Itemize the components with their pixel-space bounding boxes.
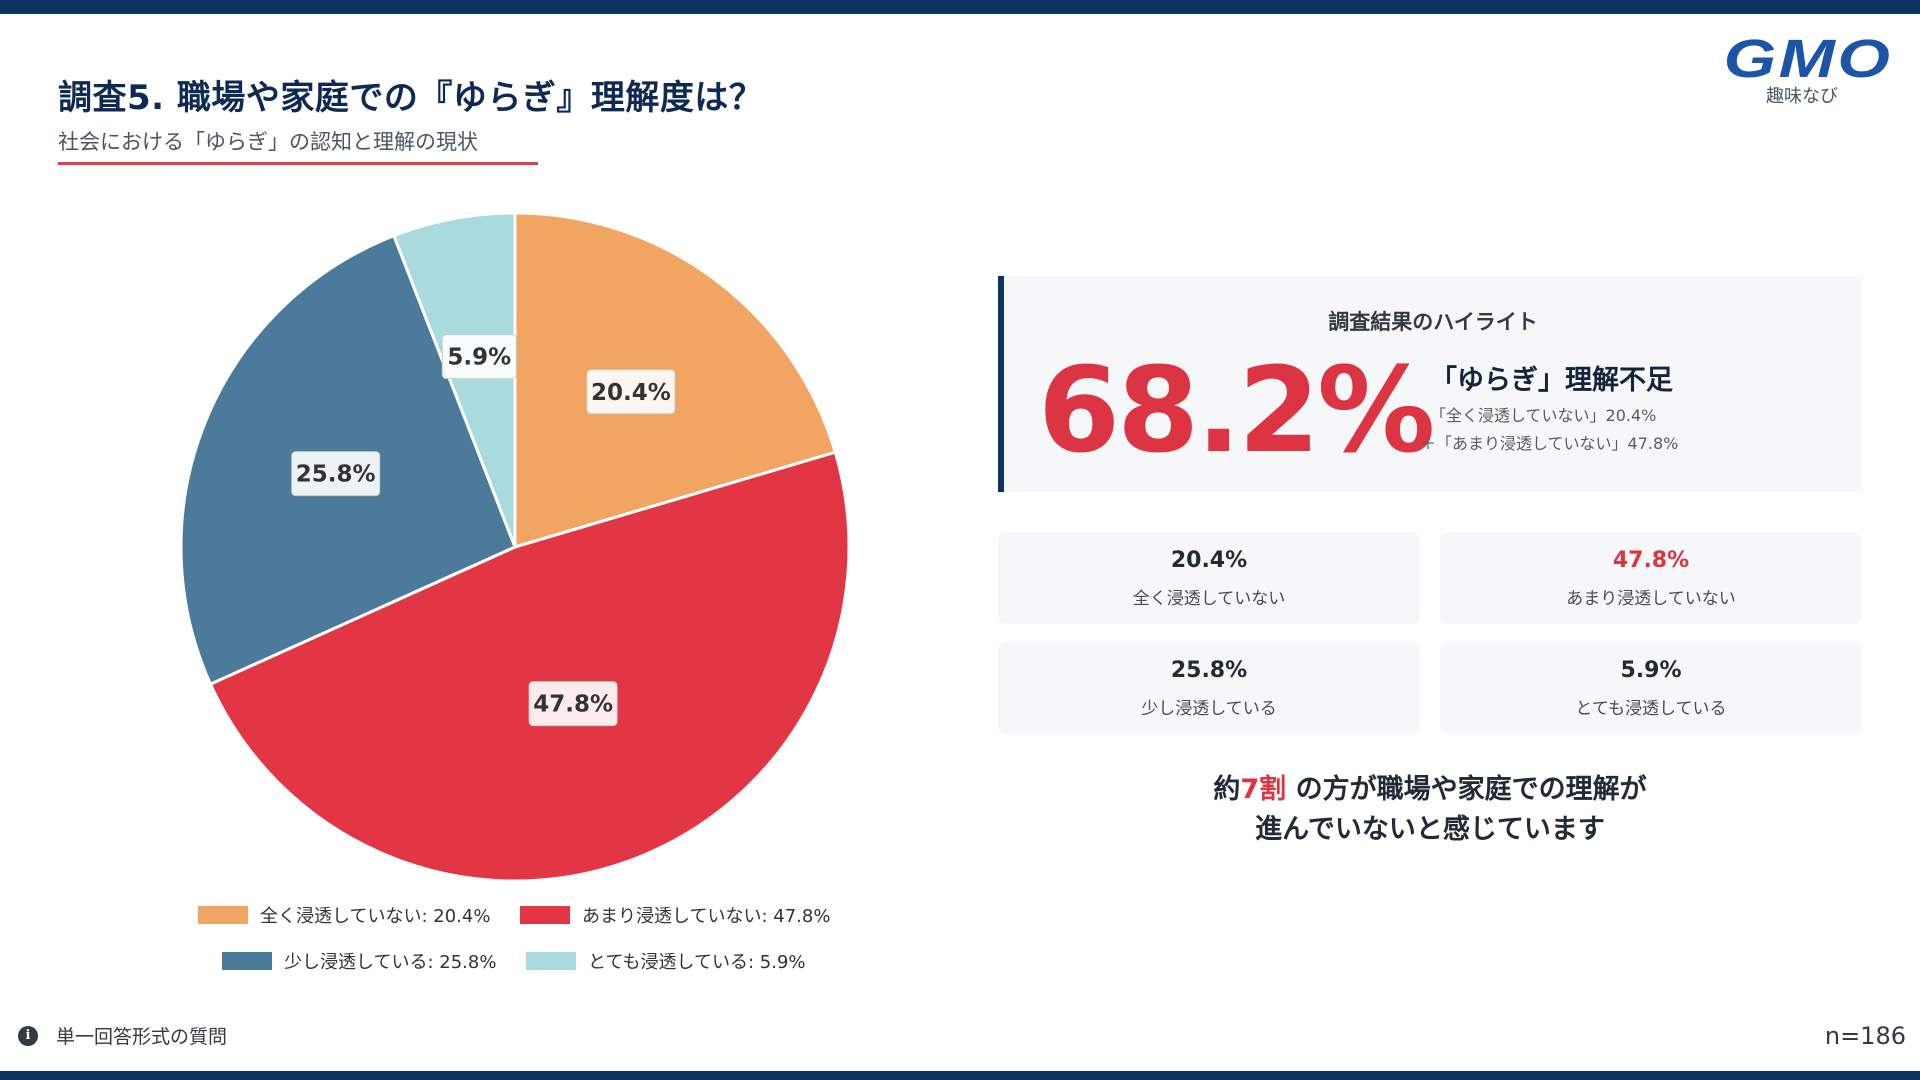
slice-label-text: 47.8%: [533, 692, 613, 718]
legend-label: とても浸透している: 5.9%: [588, 952, 806, 973]
conclusion-line-1-rest: の方が職場や家庭での理解が: [1286, 774, 1647, 805]
legend-swatch: [198, 906, 248, 924]
slice-label-box: [586, 369, 676, 415]
highlight-breakdown-2: ＋「あまり浸透していない」47.8%: [1420, 434, 1679, 453]
stat-card-a-little: 25.8% 少し浸透している: [998, 642, 1420, 734]
stat-value: 47.8%: [1612, 548, 1690, 573]
highlight-side-title: 「ゆらぎ」理解不足: [1430, 365, 1673, 396]
stat-label: あまり浸透していない: [1566, 589, 1736, 609]
slice-label-text: 5.9%: [447, 345, 511, 371]
legend-item-not-much: あまり浸透していない: 47.8%: [520, 900, 830, 930]
legend-swatch: [222, 952, 272, 970]
stat-card-very-much: 5.9% とても浸透している: [1440, 642, 1862, 734]
stat-label: 全く浸透していない: [1132, 589, 1286, 609]
legend-label: 少し浸透している: 25.8%: [284, 952, 497, 973]
legend-swatch: [520, 906, 570, 924]
stat-label: とても浸透している: [1575, 699, 1727, 719]
conclusion-prefix: 約: [1213, 774, 1241, 805]
slice-label-box: [441, 334, 517, 380]
conclusion-line-2: 進んでいないと感じています: [1255, 814, 1605, 845]
highlight-panel: 調査結果のハイライト 68.2% 「ゆらぎ」理解不足 「全く浸透していない」20…: [998, 276, 1862, 492]
stat-value: 25.8%: [1170, 658, 1248, 683]
slice-label-box: [528, 681, 618, 727]
logo-subtitle: 趣味なび: [1766, 86, 1838, 107]
slice-data-label: 5.9%: [441, 334, 517, 380]
logo-mark: GMO: [1723, 29, 1893, 89]
pie-slice-not-much: [208, 450, 851, 883]
slice-data-label: 25.8%: [291, 451, 381, 497]
stat-card-not-much: 47.8% あまり浸透していない: [1440, 532, 1862, 624]
conclusion-text: 約7割 の方が職場や家庭での理解が 進んでいないと感じています: [998, 770, 1862, 850]
legend-item-not-at-all: 全く浸透していない: 20.4%: [198, 900, 490, 930]
slice-label-text: 25.8%: [296, 462, 376, 488]
legend-label: あまり浸透していない: 47.8%: [582, 906, 831, 927]
highlight-breakdown-1: 「全く浸透していない」20.4%: [1430, 406, 1657, 425]
stat-value: 20.4%: [1170, 548, 1248, 573]
legend-swatch: [526, 952, 576, 970]
stat-value: 5.9%: [1620, 658, 1682, 683]
highlight-big-value: 68.2%: [1038, 341, 1435, 479]
sample-size: n=186: [1824, 1022, 1906, 1050]
footnote-text: 単一回答形式の質問: [56, 1026, 228, 1048]
top-accent-bar: [0, 0, 1920, 14]
chart-legend: 全く浸透していない: 20.4% あまり浸透していない: 47.8% 少し浸透し…: [170, 900, 870, 990]
legend-item-very-much: とても浸透している: 5.9%: [526, 946, 806, 976]
slice-label-text: 20.4%: [591, 380, 671, 406]
subtitle-underline: [58, 162, 538, 165]
page-subtitle: 社会における「ゆらぎ」の認知と理解の現状: [58, 130, 478, 154]
conclusion-accent: 7割: [1240, 774, 1287, 805]
stat-card-not-at-all: 20.4% 全く浸透していない: [998, 532, 1420, 624]
highlight-heading: 調査結果のハイライト: [1328, 310, 1538, 334]
legend-item-a-little: 少し浸透している: 25.8%: [222, 946, 496, 976]
slice-label-box: [291, 451, 381, 497]
stat-label: 少し浸透している: [1141, 699, 1277, 719]
page-title: 調査5. 職場や家庭での『ゆらぎ』理解度は？: [58, 78, 764, 118]
legend-label: 全く浸透していない: 20.4%: [260, 906, 491, 927]
pie-slice-very-much: [391, 211, 517, 548]
slice-data-label: 47.8%: [528, 681, 618, 727]
pie-chart: 20.4% 47.8% 25.8% 5.9%: [179, 211, 851, 883]
gmo-logo: GMO 趣味なび: [1708, 32, 1908, 110]
footnote: i 単一回答形式の質問: [18, 1022, 227, 1049]
conclusion-line-1: 約7割 の方が職場や家庭での理解が: [998, 770, 1862, 810]
bottom-accent-bar: [0, 1071, 1920, 1080]
slice-data-label: 20.4%: [586, 369, 676, 415]
info-icon: i: [18, 1025, 38, 1046]
